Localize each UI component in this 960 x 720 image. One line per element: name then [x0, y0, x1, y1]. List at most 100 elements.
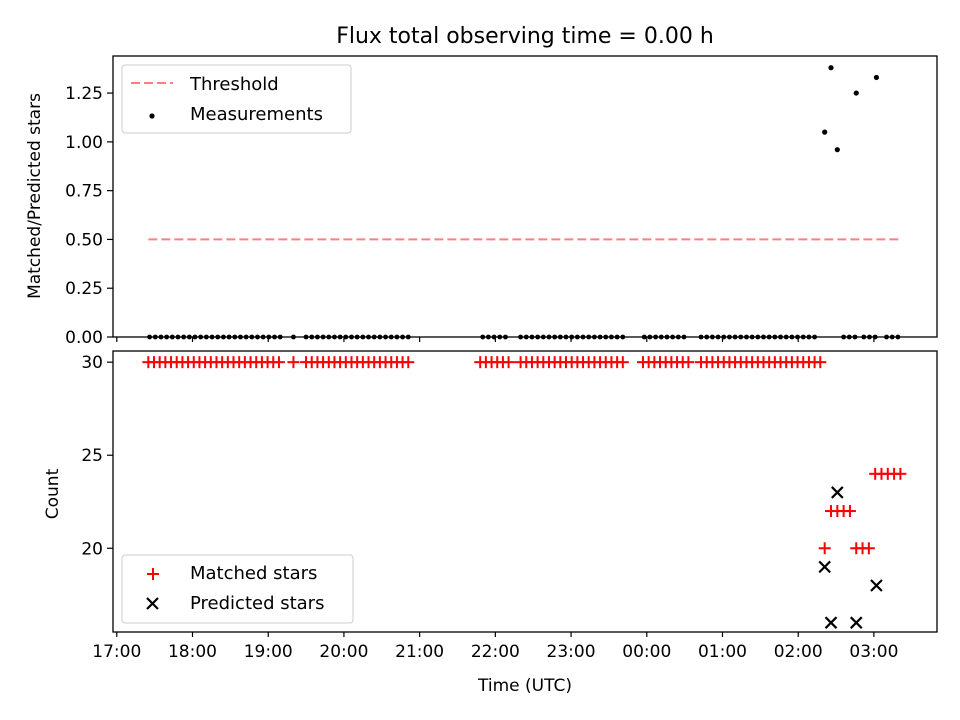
matched-star-point [843, 505, 856, 518]
x-tick-label: 19:00 [244, 642, 293, 662]
legend-predicted-label: Predicted stars [190, 593, 324, 614]
measurement-point-zero [800, 334, 806, 340]
measurement-point-zero [360, 334, 366, 340]
measurement-point-zero [181, 334, 187, 340]
measurement-point-zero [614, 334, 620, 340]
measurement-point-zero [164, 334, 170, 340]
measurement-point-zero [326, 334, 332, 340]
measurement-point-zero [315, 334, 320, 340]
measurement-point-zero [266, 334, 272, 340]
measurement-point-zero [203, 334, 209, 340]
measurement-point-zero [232, 334, 238, 340]
zero-measurement-points [147, 334, 901, 340]
measurement-point-zero [884, 334, 889, 340]
measurement-point-zero [795, 334, 800, 340]
measurement-point-zero [603, 334, 609, 340]
measurement-point-zero [852, 334, 858, 340]
x-tick-label: 03:00 [849, 642, 898, 662]
matched-star-point [818, 542, 831, 555]
measurement-point-zero [277, 334, 283, 340]
top-y-tick-label: 0.00 [65, 328, 103, 348]
measurement-point-zero [557, 334, 563, 340]
measurement-point-zero [552, 334, 558, 340]
bottom-y-axis-label: Count [43, 468, 63, 519]
measurement-point [853, 90, 859, 96]
predicted-star-point [849, 616, 863, 629]
measurement-point-zero [889, 334, 895, 340]
bottom-y-tick-label: 30 [81, 353, 103, 373]
measurement-point-zero [647, 334, 653, 340]
measurement-point-zero [243, 334, 249, 340]
x-tick-label: 02:00 [774, 642, 823, 662]
measurement-point-zero [574, 334, 580, 340]
measurement-point-zero [783, 334, 789, 340]
measurement-point-zero [846, 334, 852, 340]
measurement-point-zero [272, 334, 277, 340]
predicted-star-point [824, 616, 838, 629]
measurement-point-zero [198, 334, 204, 340]
measurement-point [822, 129, 828, 135]
measurement-point-zero [405, 334, 411, 340]
x-tick-label: 20:00 [319, 642, 368, 662]
measurement-point-zero [491, 334, 497, 340]
matched-star-point [814, 356, 827, 369]
measurement-point-zero [332, 334, 337, 340]
matched-star-point [402, 356, 415, 369]
predicted-star-point [818, 560, 831, 574]
legend-measurements-label: Measurements [190, 104, 323, 125]
measurement-point-zero [789, 334, 795, 340]
measurement-point-zero [895, 334, 901, 340]
measurement-point-zero [480, 334, 486, 340]
measurement-point-zero [749, 334, 755, 340]
x-tick-label: 21:00 [395, 642, 444, 662]
measurement-point-zero [698, 334, 704, 340]
measurement-point-zero [169, 334, 175, 340]
measurement-point-zero [597, 334, 603, 340]
measurement-point-zero [320, 334, 326, 340]
x-tick-label: 01:00 [698, 642, 747, 662]
matched-star-point [682, 356, 695, 369]
top-y-tick-label: 0.50 [65, 230, 103, 250]
measurement-point-zero [215, 334, 221, 340]
predicted-star-points [818, 486, 883, 629]
measurement-point-zero [486, 334, 491, 340]
predicted-star-point [870, 579, 883, 592]
x-tick-label: 22:00 [471, 642, 520, 662]
chart-title: Flux total observing time = 0.00 h [336, 24, 714, 49]
bottom-x-ticks: 17:00 18:00 19:00 20:00 21:00 22:00 23:00 00:00… [92, 632, 898, 662]
x-tick-label: 17:00 [92, 642, 141, 662]
measurement-point-zero [546, 334, 552, 340]
measurement-point-zero [337, 334, 343, 340]
measurement-point-zero [620, 334, 626, 340]
matched-star-point [272, 356, 285, 369]
measurement-point-zero [291, 334, 296, 340]
bottom-legend-box [121, 554, 354, 624]
top-legend-box [121, 64, 352, 134]
measurement-point-zero [343, 334, 349, 340]
measurement-point-zero [186, 334, 192, 340]
x-tick-label: 23:00 [547, 642, 596, 662]
measurement-point-zero [255, 334, 260, 340]
x-axis-label: Time (UTC) [477, 676, 572, 696]
measurement-point-zero [727, 334, 732, 340]
measurement-point-zero [704, 334, 710, 340]
matched-star-points [142, 356, 907, 555]
measurement-point-zero [400, 334, 405, 340]
measurement-point-zero [518, 334, 523, 340]
measurement-point-zero [371, 334, 377, 340]
bottom-y-tick-label: 20 [81, 539, 103, 559]
measurement-point-zero [249, 334, 255, 340]
measurement-point-zero [175, 334, 181, 340]
measurement-point-zero [523, 334, 529, 340]
legend-matched-label: Matched stars [190, 563, 317, 584]
measurement-point-zero [580, 334, 586, 340]
measurement-point-zero [309, 334, 315, 340]
top-y-tick-label: 1.00 [65, 133, 103, 153]
measurement-point-zero [394, 334, 400, 340]
measurement-point-zero [641, 334, 647, 340]
measurement-point-zero [563, 334, 569, 340]
measurement-point-zero [658, 334, 664, 340]
measurement-point-zero [772, 334, 778, 340]
measurement-point-zero [715, 334, 721, 340]
